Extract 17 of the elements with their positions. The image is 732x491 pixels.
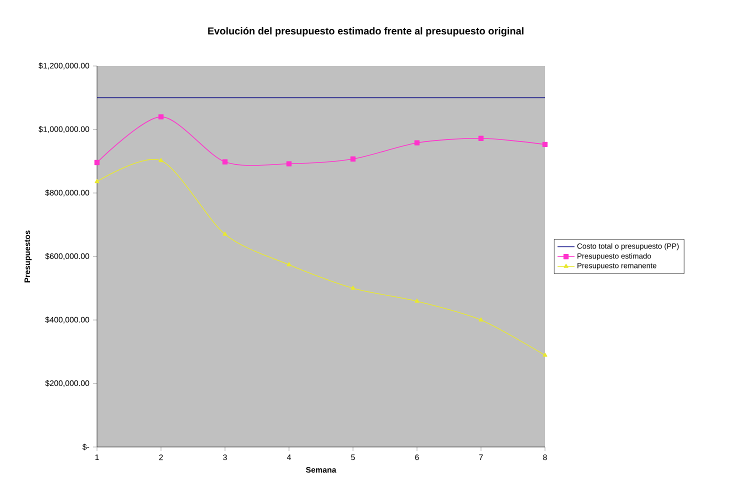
- point: [414, 298, 420, 303]
- point: [158, 158, 164, 162]
- point: [350, 156, 356, 162]
- point: [414, 140, 420, 146]
- point: [94, 178, 100, 184]
- point: [286, 161, 292, 166]
- point: [350, 286, 356, 290]
- chart-title: Evolución del presupuesto estimado frente al presupuesto original: [208, 27, 524, 36]
- point: [542, 352, 548, 357]
- point: [222, 232, 228, 236]
- point: [542, 142, 548, 148]
- point: [286, 262, 292, 266]
- point: [478, 317, 484, 322]
- point: [222, 159, 228, 164]
- point: [158, 114, 164, 120]
- point: [94, 160, 100, 166]
- point: [478, 136, 484, 141]
